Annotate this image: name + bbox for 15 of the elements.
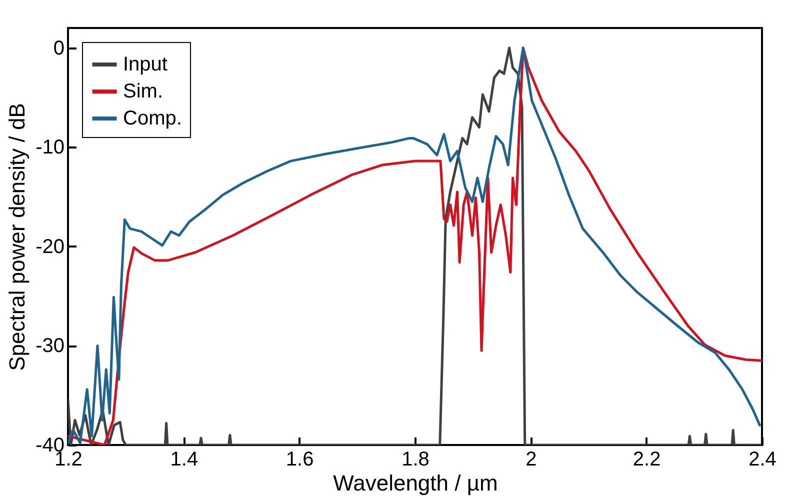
x-tick-label: 1.8 xyxy=(402,448,430,470)
y-tick-label: -30 xyxy=(36,335,64,358)
y-tick-label: -10 xyxy=(36,136,64,159)
x-tick-label: 2 xyxy=(526,448,537,470)
legend-label: Sim. xyxy=(123,80,163,102)
x-axis-title: Wavelength / µm xyxy=(333,470,498,496)
y-tick-label: 0 xyxy=(53,37,64,60)
x-tick-label: 2.2 xyxy=(632,448,661,470)
legend-label: Input xyxy=(123,54,168,76)
x-tick-label: 1.4 xyxy=(170,448,198,470)
x-tick-label: 1.6 xyxy=(286,448,314,470)
y-axis-title: Spectral power density / dB xyxy=(4,103,30,371)
y-tick-label: -20 xyxy=(36,236,64,258)
x-tick-label: 2.4 xyxy=(748,448,776,470)
legend-label: Comp. xyxy=(123,108,182,130)
